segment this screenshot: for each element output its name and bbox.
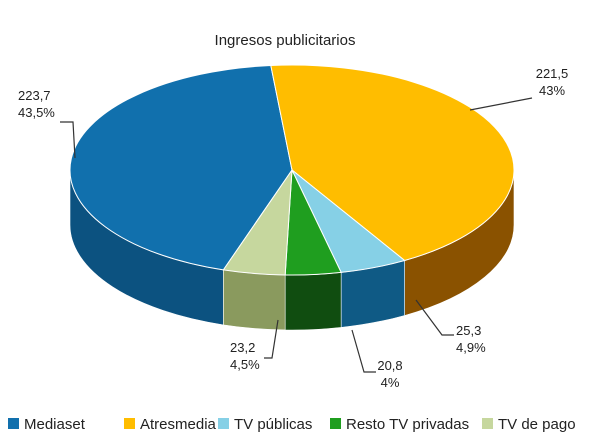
legend-item: Atresmedia: [124, 416, 217, 433]
data-label-value: 25,3: [456, 323, 481, 338]
legend-item: Resto TV privadas: [330, 416, 469, 433]
legend-label: Mediaset: [24, 416, 86, 433]
slice-side-4-0: [223, 269, 286, 331]
data-labels: 223,7 43,5% 221,5 43% 25,3 4,9% 20,8 4% 23,2 4,5%: [18, 66, 568, 390]
slice-tv-de-pago: [222, 168, 293, 276]
slice-side-3-0: [284, 272, 342, 331]
legend-swatch: [218, 418, 229, 429]
legend-item: Mediaset: [8, 416, 86, 433]
legend-item: TV de pago: [482, 416, 576, 433]
data-label-percent: 43%: [539, 83, 565, 98]
chart-title: Ingresos publicitarios: [215, 32, 356, 49]
legend-swatch: [124, 418, 135, 429]
legend-swatch: [330, 418, 341, 429]
leader-line: [351, 329, 376, 373]
data-label-percent: 43,5%: [18, 105, 55, 120]
pie-depth: [69, 169, 515, 331]
slice-mediaset: [69, 64, 293, 271]
slice-atresmedia: [270, 64, 515, 262]
legend-swatch: [8, 418, 19, 429]
leader-lines: [60, 97, 533, 373]
data-label-value: 23,2: [230, 340, 255, 355]
legend-label: TV públicas: [234, 416, 312, 433]
data-label-percent: 4%: [381, 375, 400, 390]
legend-label: TV de pago: [498, 416, 576, 433]
data-label-value: 221,5: [536, 66, 569, 81]
pie-slices: [69, 64, 515, 276]
legend: Mediaset Atresmedia TV públicas Resto TV pr…: [8, 416, 576, 433]
leader-line: [264, 319, 279, 359]
legend-swatch: [482, 418, 493, 429]
legend-item: TV públicas: [218, 416, 312, 433]
leader-line: [415, 299, 454, 336]
legend-label: Atresmedia: [140, 416, 217, 433]
data-label-value: 20,8: [377, 358, 402, 373]
data-label-percent: 4,9%: [456, 340, 486, 355]
leader-line: [60, 121, 76, 159]
data-label-percent: 4,5%: [230, 357, 260, 372]
leader-line: [469, 97, 533, 111]
data-label-value: 223,7: [18, 88, 51, 103]
legend-label: Resto TV privadas: [346, 416, 469, 433]
